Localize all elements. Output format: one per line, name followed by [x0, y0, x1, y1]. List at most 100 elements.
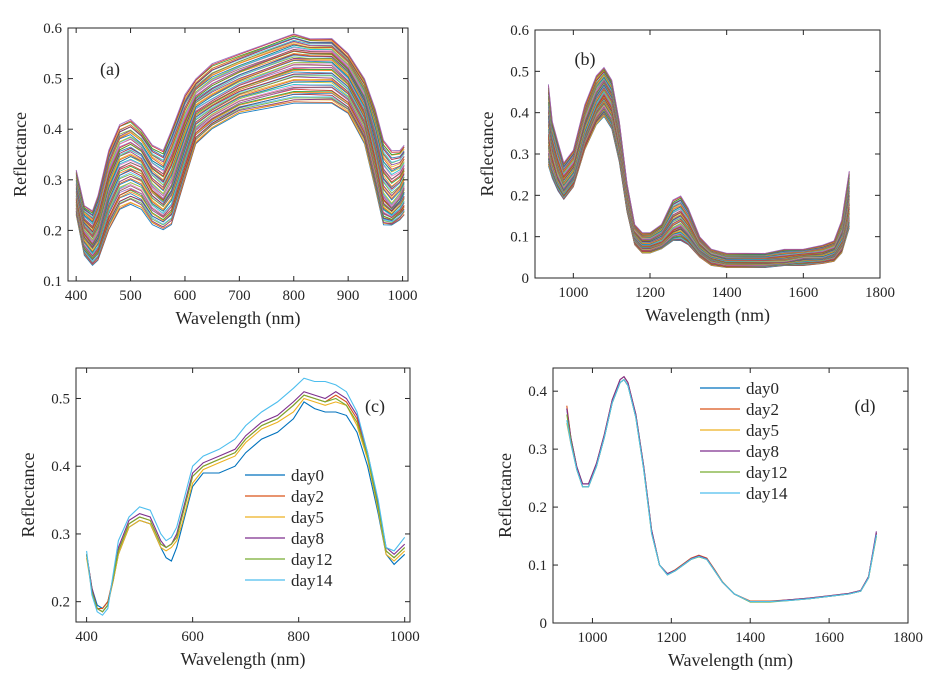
- x-axis-label: Wavelength (nm): [668, 650, 793, 671]
- x-tick-label: 1000: [558, 285, 588, 301]
- sample-spectrum: [75, 35, 405, 214]
- series-line-day0: [86, 401, 406, 610]
- y-axis-label: Reflectance: [495, 453, 515, 538]
- legend-label: day0: [746, 379, 779, 398]
- y-tick-label: 0: [540, 616, 548, 632]
- axes-box-c: [75, 367, 411, 623]
- chart-panel-a: 400 500 600 700 800 900 1000 0.1 0.2 0.3 0.4 0.5 0.6…: [10, 21, 418, 329]
- sample-spectrum: [75, 34, 405, 213]
- x-tick-label: 1800: [893, 630, 923, 646]
- series-line-day5: [566, 378, 877, 603]
- legend-label: day0: [291, 466, 324, 485]
- legend-label: day12: [291, 550, 333, 569]
- y-tick-label: 0.2: [510, 188, 529, 204]
- legend-label: day12: [746, 463, 788, 482]
- x-tick-label: 1200: [656, 630, 686, 646]
- chart-panel-c: 400 600 800 1000 0.2 0.3 0.4 0.5 Wavelength (nm)…: [18, 367, 420, 670]
- series-line-day5: [86, 397, 406, 613]
- legend-label: day2: [291, 487, 324, 506]
- legend-label: day5: [291, 508, 324, 527]
- x-tick-label: 400: [75, 629, 98, 645]
- x-tick-label: 400: [65, 288, 88, 304]
- panel-label: (c): [365, 396, 385, 417]
- chart-panel-b: 1000 1200 1400 1600 1800 0 0.1 0.2 0.3 0.4 0.5 0.6 W…: [477, 23, 895, 326]
- x-tick-label: 800: [283, 288, 306, 304]
- chart-panel-d: 1000 1200 1400 1600 1800 0 0.1 0.2 0.3 0.4 Wavelen…: [495, 367, 923, 671]
- x-tick-label: 700: [228, 288, 251, 304]
- panel-label: (d): [855, 396, 876, 417]
- y-tick-label: 0.2: [51, 595, 70, 611]
- y-tick-label: 0.6: [510, 23, 529, 39]
- legend-label: day8: [746, 442, 779, 461]
- series-line-day12: [86, 394, 406, 613]
- x-tick-label: 600: [174, 288, 197, 304]
- sample-spectrum: [75, 48, 405, 228]
- y-tick-label: 0.2: [43, 223, 62, 239]
- y-tick-label: 0.1: [43, 274, 62, 290]
- sample-spectrum: [75, 99, 405, 264]
- series-line-day2: [566, 375, 877, 602]
- series-line-day0: [566, 378, 877, 603]
- y-tick-label: 0.1: [528, 558, 547, 574]
- x-tick-label: 1000: [577, 630, 607, 646]
- x-tick-label: 900: [337, 288, 360, 304]
- y-tick-label: 0.6: [43, 21, 62, 37]
- x-tick-label: 500: [119, 288, 142, 304]
- legend-label: day2: [746, 400, 779, 419]
- plot-area-d: [566, 375, 877, 603]
- y-axis-label: Reflectance: [10, 112, 30, 197]
- y-tick-label: 0.3: [43, 173, 62, 189]
- x-tick-label: 800: [287, 629, 310, 645]
- sample-spectrum: [75, 92, 405, 260]
- axes-box-a: [67, 27, 409, 282]
- plot-area-a: [75, 33, 405, 267]
- axes-box-d: [552, 367, 909, 624]
- y-tick-label: 0.5: [510, 64, 529, 80]
- sample-spectrum: [547, 66, 850, 254]
- y-tick-label: 0.1: [510, 230, 529, 246]
- y-tick-label: 0.3: [528, 442, 547, 458]
- y-tick-label: 0.3: [51, 527, 70, 543]
- sample-spectrum: [75, 93, 405, 261]
- sample-spectrum: [75, 38, 405, 217]
- x-tick-label: 600: [181, 629, 204, 645]
- sample-spectrum: [75, 85, 405, 256]
- x-axis-label: Wavelength (nm): [175, 308, 300, 329]
- series-line-day8: [566, 375, 877, 603]
- legend-label: day5: [746, 421, 779, 440]
- legend: day0 day2 day5 day8 day12 day14: [245, 466, 333, 590]
- y-axis-label: Reflectance: [18, 453, 38, 538]
- series-line-day14: [86, 377, 406, 616]
- series-line-day14: [566, 378, 877, 603]
- panel-label: (a): [100, 59, 120, 80]
- series-line-day12: [566, 378, 877, 603]
- sample-spectrum: [75, 33, 405, 212]
- plot-area-c: [86, 377, 406, 616]
- x-axis-label: Wavelength (nm): [645, 305, 770, 326]
- x-tick-label: 1400: [712, 285, 742, 301]
- sample-spectrum: [75, 55, 405, 234]
- legend-label: day8: [291, 529, 324, 548]
- y-tick-label: 0.3: [510, 147, 529, 163]
- y-axis-label: Reflectance: [477, 112, 497, 197]
- y-tick-label: 0.4: [51, 459, 70, 475]
- x-tick-label: 1800: [865, 285, 895, 301]
- y-tick-label: 0.2: [528, 500, 547, 516]
- x-tick-label: 1200: [635, 285, 665, 301]
- x-tick-label: 1600: [814, 630, 844, 646]
- y-tick-label: 0.4: [43, 122, 62, 138]
- plot-area-b: [547, 66, 850, 269]
- y-tick-label: 0: [522, 271, 530, 287]
- y-tick-label: 0.4: [510, 106, 529, 122]
- x-axis-label: Wavelength (nm): [180, 649, 305, 670]
- legend-label: day14: [746, 484, 788, 503]
- y-tick-label: 0.5: [51, 391, 70, 407]
- x-tick-label: 1000: [390, 629, 420, 645]
- x-tick-label: 1000: [388, 288, 418, 304]
- y-tick-label: 0.4: [528, 384, 547, 400]
- legend: day0 day2 day5 day8 day12 day14: [700, 379, 788, 503]
- legend-label: day14: [291, 571, 333, 590]
- y-tick-label: 0.5: [43, 72, 62, 88]
- x-tick-label: 1600: [788, 285, 818, 301]
